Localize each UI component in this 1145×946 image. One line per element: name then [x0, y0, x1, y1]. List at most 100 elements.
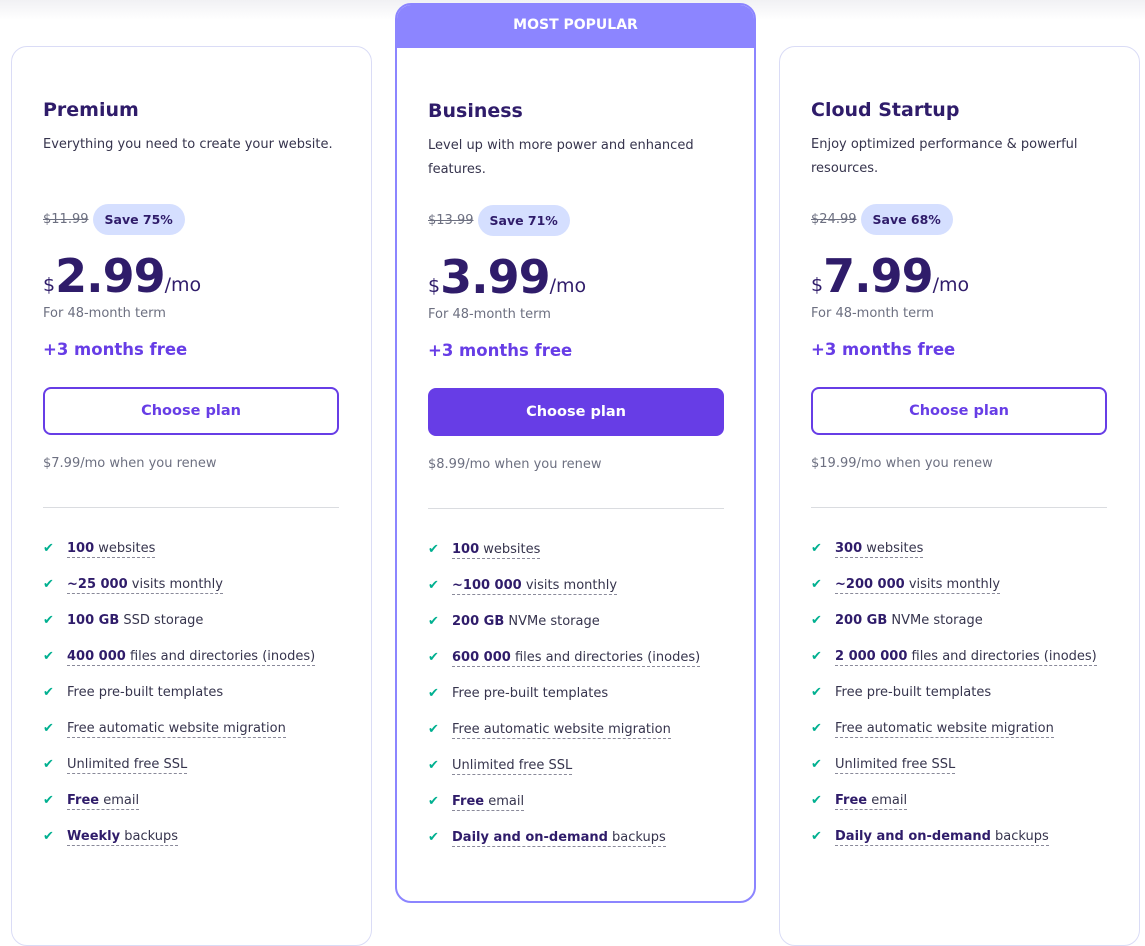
renew-price: $7.99/mo when you renew — [43, 456, 217, 471]
feature-list: ✔ 300 websites ✔ ~200 000 visits monthly ✔ 20… — [811, 541, 1111, 865]
feature-text[interactable]: Free email — [835, 793, 908, 810]
feature-item: ✔ 100 websites — [43, 541, 343, 577]
check-icon: ✔ — [428, 578, 439, 593]
feature-text: 100 GB SSD storage — [67, 613, 204, 628]
months-free: +3 months free — [811, 340, 956, 359]
check-icon: ✔ — [43, 685, 54, 700]
feature-text: 200 GB NVMe storage — [835, 613, 983, 628]
feature-text[interactable]: 100 websites — [452, 542, 541, 559]
feature-item: ✔ Unlimited free SSL — [43, 757, 343, 793]
check-icon: ✔ — [811, 685, 822, 700]
feature-text[interactable]: Daily and on-demand backups — [835, 829, 1049, 846]
check-icon: ✔ — [811, 613, 822, 628]
check-icon: ✔ — [428, 542, 439, 557]
plan-description: Enjoy optimized performance & powerful r… — [811, 137, 1078, 176]
check-icon: ✔ — [428, 614, 439, 629]
renew-price: $19.99/mo when you renew — [811, 456, 993, 471]
divider — [811, 507, 1107, 508]
feature-item: ✔ 400 000 files and directories (inodes) — [43, 649, 343, 685]
choose-plan-button[interactable]: Choose plan — [43, 387, 339, 435]
renew-price: $8.99/mo when you renew — [428, 457, 602, 472]
check-icon: ✔ — [811, 793, 822, 808]
feature-text[interactable]: ~25 000 visits monthly — [67, 577, 223, 594]
feature-text[interactable]: Unlimited free SSL — [452, 758, 573, 775]
feature-text[interactable]: Unlimited free SSL — [67, 757, 188, 774]
check-icon: ✔ — [811, 757, 822, 772]
feature-text[interactable]: Free automatic website migration — [67, 721, 286, 738]
check-icon: ✔ — [428, 758, 439, 773]
check-icon: ✔ — [43, 793, 54, 808]
feature-text[interactable]: Free automatic website migration — [835, 721, 1054, 738]
check-icon: ✔ — [811, 577, 822, 592]
feature-text[interactable]: 600 000 files and directories (inodes) — [452, 650, 701, 667]
check-icon: ✔ — [43, 613, 54, 628]
feature-item: ✔ Unlimited free SSL — [428, 758, 728, 794]
check-icon: ✔ — [811, 829, 822, 844]
plan-description: Level up with more power and enhanced fe… — [428, 138, 694, 177]
price-period: /mo — [164, 274, 202, 296]
feature-item: ✔ Free email — [811, 793, 1111, 829]
price-amount: 7.99 — [823, 249, 933, 303]
feature-item: ✔ ~100 000 visits monthly — [428, 578, 728, 614]
original-price: $11.99 — [43, 212, 89, 227]
plan-title: Cloud Startup — [811, 99, 960, 121]
check-icon: ✔ — [43, 757, 54, 772]
currency: $ — [811, 274, 824, 296]
feature-item: ✔ Weekly backups — [43, 829, 343, 865]
feature-item: ✔ 200 GB NVMe storage — [811, 613, 1111, 649]
feature-item: ✔ Unlimited free SSL — [811, 757, 1111, 793]
check-icon: ✔ — [811, 541, 822, 556]
feature-text[interactable]: Unlimited free SSL — [835, 757, 956, 774]
feature-item: ✔ 100 GB SSD storage — [43, 613, 343, 649]
plan-term: For 48-month term — [43, 306, 166, 321]
save-badge: Save 68% — [860, 204, 953, 235]
check-icon: ✔ — [428, 650, 439, 665]
divider — [43, 507, 339, 508]
feature-item: ✔ Daily and on-demand backups — [811, 829, 1111, 865]
check-icon: ✔ — [43, 541, 54, 556]
price-amount: 2.99 — [55, 249, 165, 303]
check-icon: ✔ — [43, 829, 54, 844]
feature-item: ✔ ~25 000 visits monthly — [43, 577, 343, 613]
feature-text[interactable]: Free email — [452, 794, 525, 811]
feature-text[interactable]: 400 000 files and directories (inodes) — [67, 649, 316, 666]
feature-text[interactable]: Free email — [67, 793, 140, 810]
most-popular-badge: MOST POPULAR — [397, 5, 754, 48]
currency: $ — [43, 274, 56, 296]
feature-text[interactable]: Weekly backups — [67, 829, 178, 846]
feature-item: ✔ 100 websites — [428, 542, 728, 578]
feature-text[interactable]: ~200 000 visits monthly — [835, 577, 1001, 594]
plan-card-premium: Premium Everything you need to create yo… — [11, 46, 372, 946]
feature-text[interactable]: Daily and on-demand backups — [452, 830, 666, 847]
feature-item: ✔ 600 000 files and directories (inodes) — [428, 650, 728, 686]
feature-text[interactable]: Free automatic website migration — [452, 722, 671, 739]
check-icon: ✔ — [43, 721, 54, 736]
feature-text[interactable]: 300 websites — [835, 541, 924, 558]
check-icon: ✔ — [811, 649, 822, 664]
feature-item: ✔ 300 websites — [811, 541, 1111, 577]
feature-text[interactable]: 100 websites — [67, 541, 156, 558]
feature-text: Free pre-built templates — [452, 686, 609, 701]
divider — [428, 508, 724, 509]
plan-price: $2.99/mo — [43, 248, 201, 304]
feature-item: ✔ Free pre-built templates — [43, 685, 343, 721]
choose-plan-button[interactable]: Choose plan — [811, 387, 1107, 435]
original-price: $24.99 — [811, 212, 857, 227]
check-icon: ✔ — [428, 830, 439, 845]
currency: $ — [428, 275, 441, 297]
price-amount: 3.99 — [440, 250, 550, 304]
plan-term: For 48-month term — [811, 306, 934, 321]
feature-text[interactable]: ~100 000 visits monthly — [452, 578, 618, 595]
feature-item: ✔ Daily and on-demand backups — [428, 830, 728, 866]
plan-term: For 48-month term — [428, 307, 551, 322]
feature-text[interactable]: 2 000 000 files and directories (inodes) — [835, 649, 1097, 666]
plan-price: $7.99/mo — [811, 248, 969, 304]
feature-item: ✔ Free pre-built templates — [811, 685, 1111, 721]
feature-text: 200 GB NVMe storage — [452, 614, 600, 629]
feature-list: ✔ 100 websites ✔ ~100 000 visits monthly ✔ 20… — [428, 542, 728, 866]
original-price: $13.99 — [428, 213, 474, 228]
feature-list: ✔ 100 websites ✔ ~25 000 visits monthly ✔ 100… — [43, 541, 343, 865]
price-period: /mo — [549, 275, 587, 297]
feature-item: ✔ 2 000 000 files and directories (inodes… — [811, 649, 1111, 685]
choose-plan-button[interactable]: Choose plan — [428, 388, 724, 436]
